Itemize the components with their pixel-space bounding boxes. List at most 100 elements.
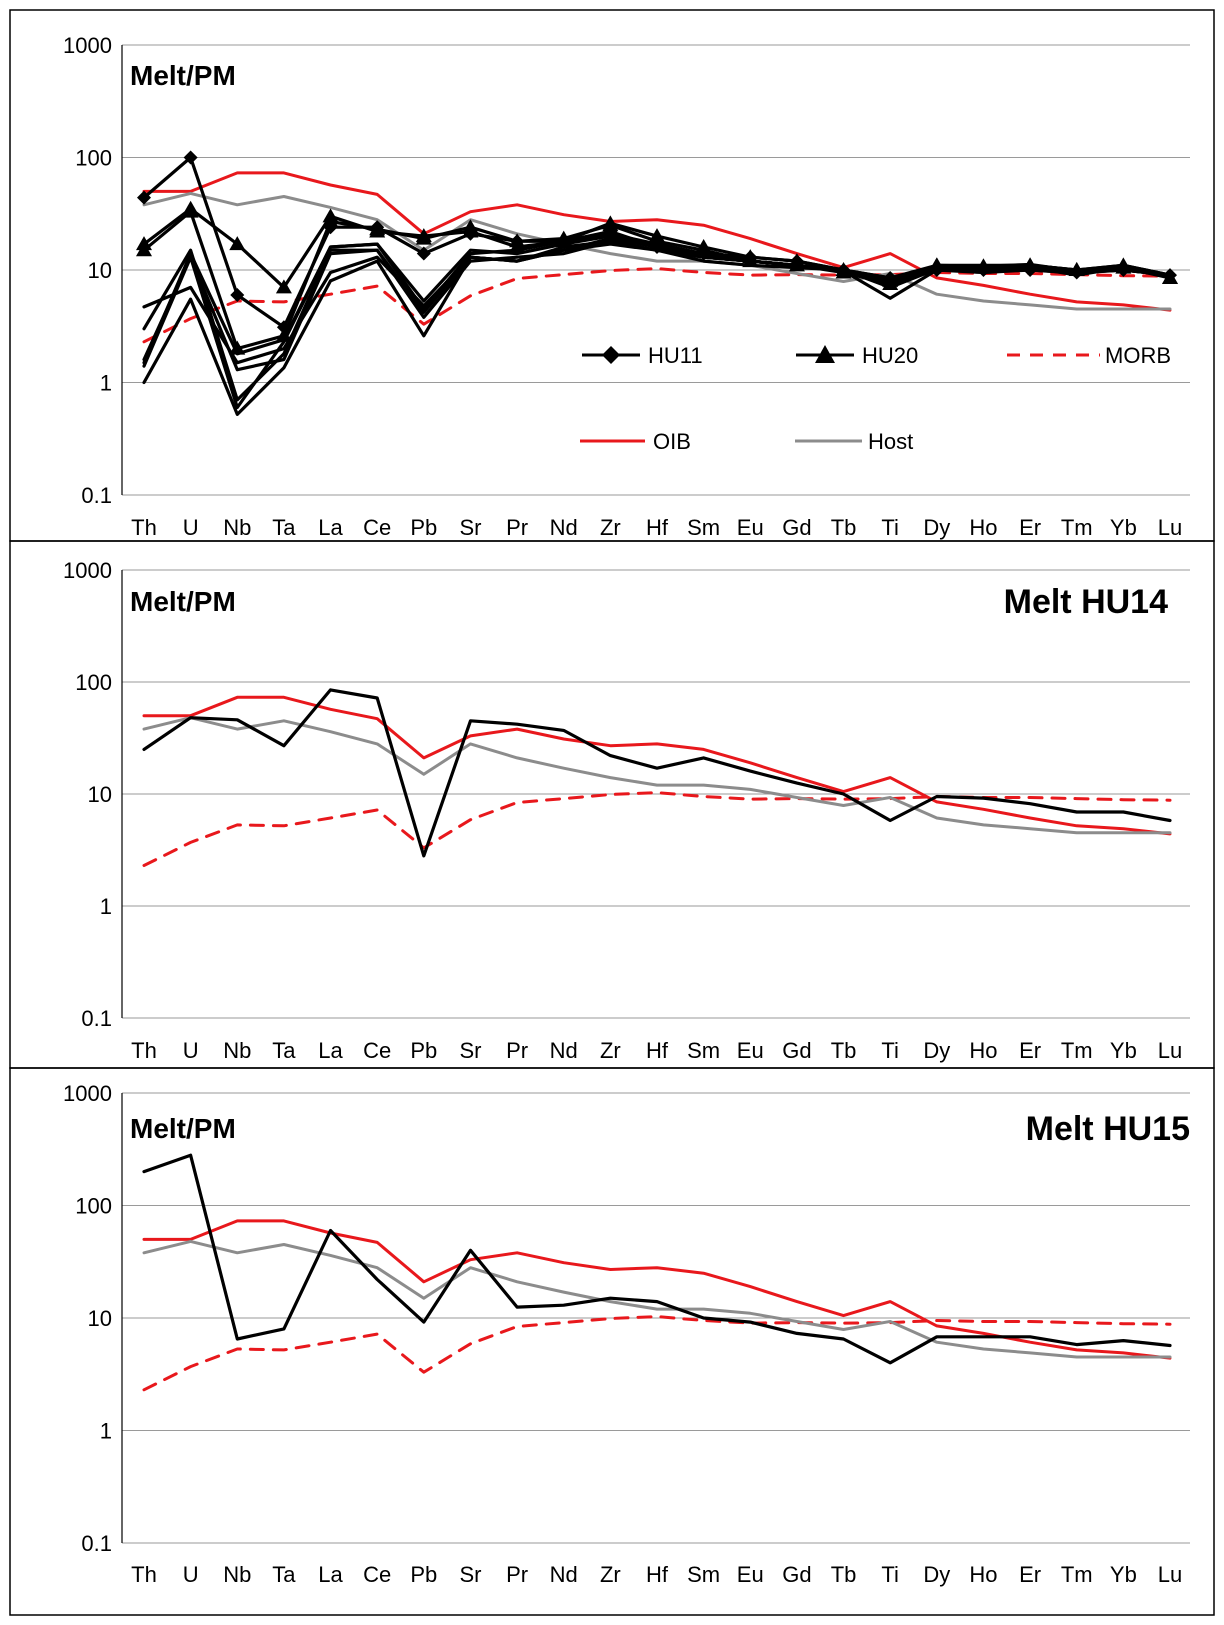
series-host xyxy=(142,1239,1172,1359)
series-host xyxy=(142,716,1172,835)
panel-1-y-label: Melt/PM xyxy=(130,60,236,91)
series-oib xyxy=(142,695,1172,836)
y-tick-label: 1 xyxy=(100,1419,112,1444)
x-tick-label-tm: Tm xyxy=(1061,1562,1093,1587)
x-tick-label-tb: Tb xyxy=(831,1562,857,1587)
marker-hu11-1 xyxy=(183,150,198,165)
marker-hu20-2 xyxy=(369,221,386,236)
marker-hu20-2 xyxy=(322,213,339,228)
panel-3-y-label: Melt/PM xyxy=(130,1113,236,1144)
panel-2-y-ticks: 0.1 1 10 100 1000 xyxy=(63,558,112,1031)
x-tick-label-ho: Ho xyxy=(969,1562,997,1587)
y-tick-label: 0.1 xyxy=(81,1531,112,1556)
x-tick-label-hf: Hf xyxy=(646,1562,669,1587)
panel-2-gridlines xyxy=(121,569,1190,1019)
legend-hu20: HU20 xyxy=(796,343,918,368)
x-tick-label-sr: Sr xyxy=(459,1562,481,1587)
x-tick-label-ti: Ti xyxy=(881,515,899,540)
panel-1-gridlines xyxy=(121,44,1190,496)
x-tick-label-eu: Eu xyxy=(737,515,764,540)
x-tick-label-yb: Yb xyxy=(1110,1562,1137,1587)
x-tick-label-th: Th xyxy=(131,1038,157,1063)
legend-hu20-label: HU20 xyxy=(862,343,918,368)
y-tick-label: 10 xyxy=(88,258,112,283)
y-tick-label: 1000 xyxy=(63,33,112,58)
legend-hu11-label: HU11 xyxy=(648,343,703,368)
x-tick-label-pr: Pr xyxy=(506,1562,528,1587)
marker-hu20-2 xyxy=(136,242,152,257)
legend-host-label: Host xyxy=(868,429,913,454)
x-tick-label-th: Th xyxy=(131,515,157,540)
panel-1-x-tick-labels: Th U Nb Ta La Ce Pb Sr Pr Nd Zr Hf Sm Eu Gd Tb Ti Dy Ho Er T… xyxy=(131,515,1182,540)
panel-3-frame xyxy=(9,1067,1215,1616)
panel-3: 0.1 1 10 100 1000 Th U Nb Ta La Ce Pb Sr Pr Nd Zr Hf Sm E… xyxy=(9,1067,1215,1616)
x-tick-label-ta: Ta xyxy=(272,515,296,540)
marker-hu20-2 xyxy=(509,233,526,248)
x-tick-label-hf: Hf xyxy=(646,515,669,540)
marker-hu20-2 xyxy=(182,203,199,218)
x-tick-label-la: La xyxy=(318,515,343,540)
legend-oib: OIB xyxy=(580,429,691,454)
panel-1: 0.1 1 10 100 1000 Th U Nb Ta La Ce Pb Sr Pr Nd Zr Hf Sm E… xyxy=(9,9,1215,542)
x-tick-label-u: U xyxy=(183,1038,199,1063)
panel-2: 0.1 1 10 100 1000 Th U Nb Ta La Ce Pb Sr Pr Nd Zr Hf Sm E… xyxy=(9,540,1215,1069)
legend-morb-label: MORB xyxy=(1105,343,1171,368)
marker-hu11-1 xyxy=(230,287,245,302)
x-tick-label-u: U xyxy=(183,1562,199,1587)
legend-oib-label: OIB xyxy=(653,429,691,454)
x-tick-label-nd: Nd xyxy=(550,1038,578,1063)
panel-3-x-tick-labels: Th U Nb Ta La Ce Pb Sr Pr Nd Zr Hf Sm Eu Gd Tb Ti Dy Ho Er T… xyxy=(131,1562,1182,1587)
x-tick-label-la: La xyxy=(318,1038,343,1063)
x-tick-label-ce: Ce xyxy=(363,515,391,540)
y-tick-label: 1000 xyxy=(63,1081,112,1106)
x-tick-label-ti: Ti xyxy=(881,1038,899,1063)
y-tick-label: 100 xyxy=(75,1194,112,1219)
marker-hu20-2 xyxy=(602,217,619,232)
x-tick-label-eu: Eu xyxy=(737,1562,764,1587)
x-tick-label-ta: Ta xyxy=(272,1562,296,1587)
x-tick-label-nb: Nb xyxy=(223,1562,251,1587)
marker-hu20-2 xyxy=(462,219,479,234)
marker-hu20-2 xyxy=(275,327,292,342)
panel-1-series xyxy=(136,150,1178,416)
x-tick-label-ho: Ho xyxy=(969,1038,997,1063)
x-tick-label-ce: Ce xyxy=(363,1562,391,1587)
series-host xyxy=(142,191,1172,311)
x-tick-label-dy: Dy xyxy=(923,1038,950,1063)
y-tick-label: 1000 xyxy=(63,558,112,583)
panel-3-title: Melt HU15 xyxy=(1026,1110,1190,1148)
x-tick-label-pr: Pr xyxy=(506,515,528,540)
legend-hu11: HU11 xyxy=(582,343,703,368)
marker-hu20-1 xyxy=(275,279,292,294)
x-tick-label-gd: Gd xyxy=(782,1038,811,1063)
x-tick-label-nd: Nd xyxy=(550,1562,578,1587)
legend-morb: MORB xyxy=(1007,343,1171,368)
x-tick-label-gd: Gd xyxy=(782,515,811,540)
y-tick-label: 100 xyxy=(75,146,112,171)
x-tick-label-sr: Sr xyxy=(459,1038,481,1063)
legend-hu20-triangle-marker xyxy=(815,345,835,363)
y-tick-label: 10 xyxy=(88,1306,112,1331)
series-hu20-4 xyxy=(142,232,1172,410)
x-tick-label-tb: Tb xyxy=(831,515,857,540)
marker-hu20-2 xyxy=(882,276,899,291)
x-tick-label-dy: Dy xyxy=(923,515,950,540)
x-tick-label-lu: Lu xyxy=(1158,1038,1182,1063)
marker-hu11-1 xyxy=(416,246,431,261)
series-hu15 xyxy=(142,1153,1172,1365)
x-tick-label-ta: Ta xyxy=(272,1038,296,1063)
y-tick-label: 1 xyxy=(100,371,112,396)
x-tick-label-sr: Sr xyxy=(459,515,481,540)
x-tick-label-ho: Ho xyxy=(969,515,997,540)
x-tick-label-th: Th xyxy=(131,1562,157,1587)
marker-hu11-1 xyxy=(137,190,151,205)
x-tick-label-zr: Zr xyxy=(600,515,621,540)
x-tick-label-ce: Ce xyxy=(363,1038,391,1063)
x-tick-label-u: U xyxy=(183,515,199,540)
x-tick-label-pb: Pb xyxy=(410,1562,437,1587)
panel-3-series xyxy=(142,1153,1172,1392)
x-tick-label-ti: Ti xyxy=(881,1562,899,1587)
y-tick-label: 0.1 xyxy=(81,483,112,508)
x-tick-label-lu: Lu xyxy=(1158,1562,1182,1587)
